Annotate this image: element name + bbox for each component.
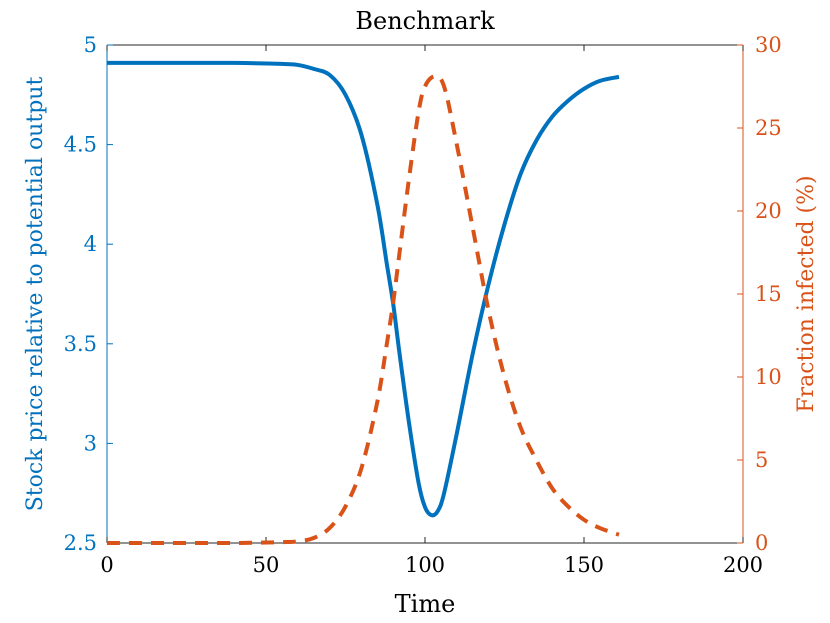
y-left-tick-label: 5 xyxy=(84,33,97,57)
x-tick-label: 200 xyxy=(723,553,763,577)
y-left-ticks: 2.5 3 3.5 4 4.5 5 xyxy=(64,33,113,555)
infected-fraction-line xyxy=(106,74,620,546)
x-axis-label: Time xyxy=(395,590,456,618)
y-right-tick-label: 0 xyxy=(755,531,768,555)
y-right-tick-label: 10 xyxy=(755,365,782,389)
series-layer xyxy=(106,60,620,546)
y-right-tick-label: 30 xyxy=(755,33,782,57)
y-right-ticks: 0 5 10 15 20 25 30 xyxy=(737,33,782,555)
y-left-tick-label: 3 xyxy=(84,431,97,455)
stock-price-line xyxy=(107,60,620,518)
y-left-tick-label: 4 xyxy=(84,232,97,256)
y-right-tick-label: 15 xyxy=(755,282,782,306)
x-tick-label: 0 xyxy=(100,553,113,577)
y-left-tick-label: 2.5 xyxy=(64,531,97,555)
y-left-tick-label: 4.5 xyxy=(64,133,97,157)
y-right-tick-label: 5 xyxy=(755,448,768,472)
chart-title: Benchmark xyxy=(355,7,495,35)
y-left-tick-label: 3.5 xyxy=(64,332,97,356)
x-ticks: 0 50 100 150 200 xyxy=(100,45,763,577)
x-tick-label: 50 xyxy=(253,553,280,577)
y-left-axis-label: Stock price relative to potential output xyxy=(23,77,48,512)
y-right-tick-label: 25 xyxy=(755,116,782,140)
y-right-axis-label: Fraction infected (%) xyxy=(794,175,819,412)
y-right-tick-label: 20 xyxy=(755,199,782,223)
x-tick-label: 100 xyxy=(405,553,445,577)
x-tick-label: 150 xyxy=(564,553,604,577)
